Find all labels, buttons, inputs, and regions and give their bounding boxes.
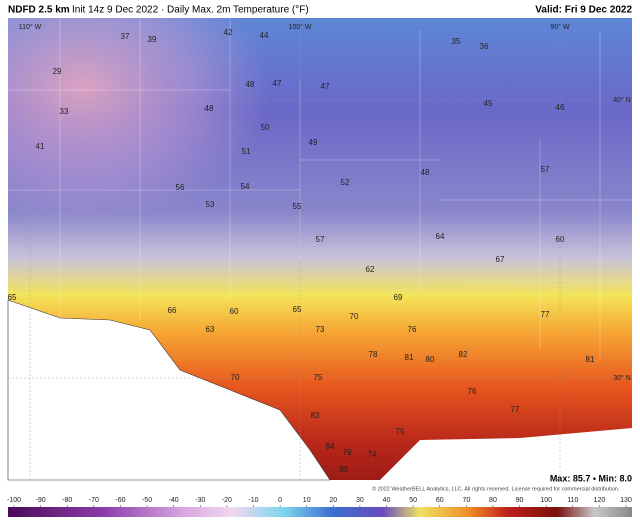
temperature-value: 82	[459, 350, 468, 359]
colorbar-tick-label: 70	[462, 497, 470, 504]
subtitle: Init 14z 9 Dec 2022 · Daily Max. 2m Temp…	[72, 5, 309, 16]
colorbar-tick-label: 90	[516, 497, 524, 504]
colorbar	[8, 507, 632, 517]
colorbar-tick-label: -60	[115, 497, 125, 504]
map: 110° W 100° W 90° W 40° N 30° N 37 39 42 44 35 36 2…	[7, 18, 632, 481]
temperature-value: 85	[340, 465, 349, 474]
grid-label: 90° W	[550, 23, 570, 31]
temperature-value: 81	[586, 355, 595, 364]
colorbar-tick-label: 0	[278, 497, 282, 504]
temperature-value: 48	[246, 80, 255, 89]
temperature-value: 54	[241, 182, 250, 191]
colorbar-tick-label: 40	[383, 497, 391, 504]
temperature-value: 45	[484, 99, 493, 108]
temperature-value: 57	[316, 235, 325, 244]
temperature-value: 67	[496, 255, 505, 264]
temperature-value: 49	[309, 138, 318, 147]
valid-time: Valid: Fri 9 Dec 2022	[535, 5, 632, 16]
temperature-value: 79	[343, 448, 352, 457]
temperature-value: 76	[468, 387, 477, 396]
colorbar-tick-label: 50	[409, 497, 417, 504]
temperature-value: 76	[408, 325, 417, 334]
temperature-value: 74	[368, 450, 377, 459]
temperature-value: 48	[421, 168, 430, 177]
grid-label: 40° N	[613, 96, 631, 104]
temperature-value: 29	[53, 67, 62, 76]
temperature-value: 41	[36, 142, 45, 151]
title: NDFD 2.5 km	[8, 5, 70, 16]
colorbar-tick-label: -50	[142, 497, 152, 504]
temperature-value: 70	[350, 312, 359, 321]
colorbar-tick-label: -80	[62, 497, 72, 504]
temperature-value: 36	[480, 42, 489, 51]
temperature-value: 56	[176, 183, 185, 192]
colorbar-tick-label: 100	[540, 497, 552, 504]
colorbar-tick-label: -100	[7, 497, 21, 504]
temperature-value: 42	[224, 28, 233, 37]
temperature-value: 84	[326, 442, 335, 451]
colorbar-tick-label: -70	[89, 497, 99, 504]
gulf-outside	[380, 428, 632, 480]
temperature-value: 53	[206, 200, 215, 209]
temperature-value: 46	[556, 103, 565, 112]
copyright: © 2022 WeatherBELL Analytics, LLC. All r…	[372, 485, 620, 492]
temperature-value: 57	[541, 165, 550, 174]
temperature-value: 69	[394, 293, 403, 302]
temperature-value: 51	[242, 147, 251, 156]
temperature-value: 60	[230, 307, 239, 316]
mexico	[7, 299, 331, 481]
temperature-value: 83	[311, 411, 320, 420]
temperature-value: 77	[541, 310, 550, 319]
temperature-value: 80	[426, 355, 435, 364]
temperature-value: 78	[369, 350, 378, 359]
colorbar-tick-label: 30	[356, 497, 364, 504]
stats: Max: 85.7 • Min: 8.0	[550, 473, 632, 483]
colorbar-tick-label: -10	[248, 497, 258, 504]
temperature-value: 47	[321, 82, 330, 91]
temperature-value: 73	[316, 325, 325, 334]
colorbar-tick-label: -20	[222, 497, 232, 504]
temperature-value: 39	[148, 35, 157, 44]
temperature-value: 35	[452, 37, 461, 46]
temperature-value: 77	[511, 405, 520, 414]
temperature-value: 70	[231, 373, 240, 382]
temperature-value: 55	[293, 202, 302, 211]
temperature-value: 75	[396, 427, 405, 436]
temperature-value: 52	[341, 178, 350, 187]
temperature-value: 64	[436, 232, 445, 241]
colorbar-tick-label: 110	[567, 497, 578, 504]
temperature-value: 48	[205, 104, 214, 113]
colorbar-tick-label: -90	[36, 497, 46, 504]
colorbar-tick-label: 60	[436, 497, 444, 504]
colorbar-tick-label: -40	[169, 497, 179, 504]
colorbar-tick-label: 130	[620, 497, 632, 504]
temperature-value: 63	[206, 325, 215, 334]
temperature-value: 44	[260, 31, 269, 40]
temperature-value: 62	[366, 265, 375, 274]
temperature-value: 60	[556, 235, 565, 244]
colorbar-tick-label: 120	[594, 497, 606, 504]
colorbar-tick-label: -30	[195, 497, 205, 504]
temperature-value: 47	[273, 79, 282, 88]
temperature-value: 50	[261, 123, 270, 132]
temperature-value: 75	[314, 373, 323, 382]
temperature-value: 65	[293, 305, 302, 314]
grid-label: 110° W	[19, 23, 42, 31]
temperature-value: 33	[60, 107, 69, 116]
colorbar-tick-label: 80	[489, 497, 497, 504]
colorbar-tick-label: 10	[303, 497, 311, 504]
temperature-value: 81	[405, 353, 414, 362]
temperature-value: 37	[121, 32, 130, 41]
grid-label: 30° N	[613, 374, 631, 382]
colorbar-tick-label: 20	[329, 497, 337, 504]
temperature-value: 66	[168, 306, 177, 315]
temperature-value: 65	[8, 293, 17, 302]
grid-label: 100° W	[288, 23, 311, 31]
